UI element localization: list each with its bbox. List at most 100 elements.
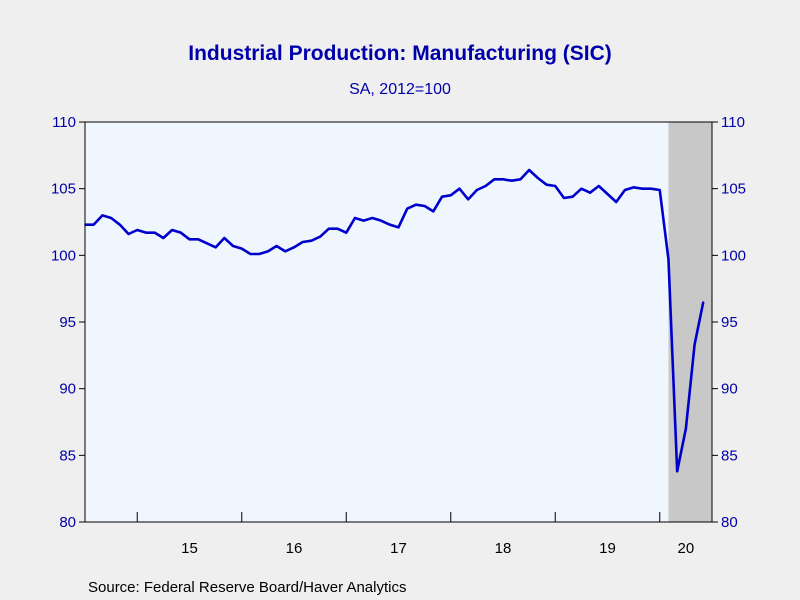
plot-frame <box>84 121 713 523</box>
data-point <box>519 178 522 181</box>
data-point <box>467 198 469 201</box>
y-tick-label-left: 85 <box>59 447 76 464</box>
data-point <box>362 219 365 222</box>
x-tick-label: 19 <box>599 540 616 557</box>
plot-area <box>85 122 712 522</box>
data-point <box>127 233 130 235</box>
data-point <box>162 237 165 239</box>
data-point <box>502 178 504 181</box>
y-tick-label-left: 95 <box>59 314 76 331</box>
data-point <box>345 231 348 234</box>
data-point <box>615 201 618 203</box>
y-axis-left: 80 85 90 95 100 105 110 <box>51 114 85 531</box>
data-point <box>371 217 374 219</box>
y-tick-label-left: 90 <box>59 381 76 398</box>
data-point <box>650 187 652 190</box>
data-point <box>206 242 208 245</box>
y-tick-label-left: 105 <box>51 181 76 198</box>
data-point <box>476 189 478 191</box>
x-tick-label: 15 <box>181 540 198 557</box>
data-point <box>632 186 635 189</box>
data-point <box>92 223 95 226</box>
data-point <box>119 223 121 226</box>
data-point <box>319 235 321 238</box>
data-point <box>563 197 565 199</box>
data-point <box>597 185 600 187</box>
data-point <box>301 241 304 243</box>
data-point <box>249 253 252 255</box>
recession-shading <box>668 122 712 522</box>
data-point <box>702 301 705 303</box>
series-line <box>85 168 705 473</box>
y-tick-label-right: 85 <box>721 447 738 464</box>
y-tick-label-right: 95 <box>721 314 738 331</box>
chart-title: Industrial Production: Manufacturing (SI… <box>188 42 612 65</box>
data-point <box>284 250 287 253</box>
data-point <box>275 245 278 247</box>
y-tick-label-left: 100 <box>51 247 76 264</box>
data-point <box>214 246 217 249</box>
y-tick-label-right: 100 <box>721 247 746 264</box>
data-point <box>388 223 391 226</box>
data-point <box>415 203 417 206</box>
data-point <box>354 217 356 219</box>
x-tick-label: 20 <box>678 540 695 557</box>
data-point <box>693 343 696 346</box>
x-tick-label: 16 <box>286 540 303 557</box>
data-point <box>676 470 678 473</box>
data-point <box>537 177 539 179</box>
x-tick-label: 18 <box>495 540 512 557</box>
data-point <box>510 179 513 182</box>
y-tick-label-right: 110 <box>721 114 745 131</box>
data-point <box>406 207 409 210</box>
data-point <box>528 169 530 171</box>
data-point <box>145 231 147 234</box>
data-point <box>240 247 243 250</box>
data-point <box>484 185 487 187</box>
data-point <box>223 237 226 239</box>
y-tick-label-left: 80 <box>59 514 76 531</box>
data-point <box>493 178 496 181</box>
data-point <box>179 231 182 234</box>
data-point <box>432 210 435 213</box>
data-point <box>136 229 139 231</box>
data-point <box>458 187 461 190</box>
y-axis-right: 80 85 90 95 100 105 110 <box>712 114 746 531</box>
data-point <box>336 227 339 230</box>
data-point <box>397 226 400 229</box>
data-point <box>258 253 260 255</box>
y-tick-label-left: 110 <box>52 114 76 131</box>
data-point <box>641 187 644 190</box>
x-tick-label: 17 <box>390 540 407 557</box>
data-point <box>624 189 626 191</box>
data-point <box>545 183 548 186</box>
data-point <box>328 227 330 230</box>
data-point <box>554 185 557 187</box>
data-point <box>685 427 687 430</box>
data-point <box>153 231 156 234</box>
data-point <box>110 217 112 219</box>
data-point <box>580 187 583 190</box>
data-point <box>441 195 443 198</box>
data-point <box>380 219 382 222</box>
source-note: Source: Federal Reserve Board/Haver Anal… <box>88 579 406 596</box>
data-point <box>589 191 591 194</box>
data-point <box>197 238 200 241</box>
y-tick-label-right: 105 <box>721 181 746 198</box>
data-point <box>232 245 234 247</box>
data-point <box>423 205 426 207</box>
data-point <box>449 194 452 197</box>
data-point <box>571 195 574 198</box>
data-point <box>188 238 191 241</box>
data-point <box>658 189 661 191</box>
chart-subtitle: SA, 2012=100 <box>349 81 451 98</box>
series-points <box>84 169 705 473</box>
x-axis: 15 16 17 18 19 20 <box>136 512 695 557</box>
data-point <box>171 229 173 231</box>
data-point <box>667 258 670 261</box>
y-tick-label-right: 80 <box>721 514 738 531</box>
data-point <box>293 246 295 249</box>
data-point <box>267 250 269 253</box>
data-point <box>310 239 313 242</box>
